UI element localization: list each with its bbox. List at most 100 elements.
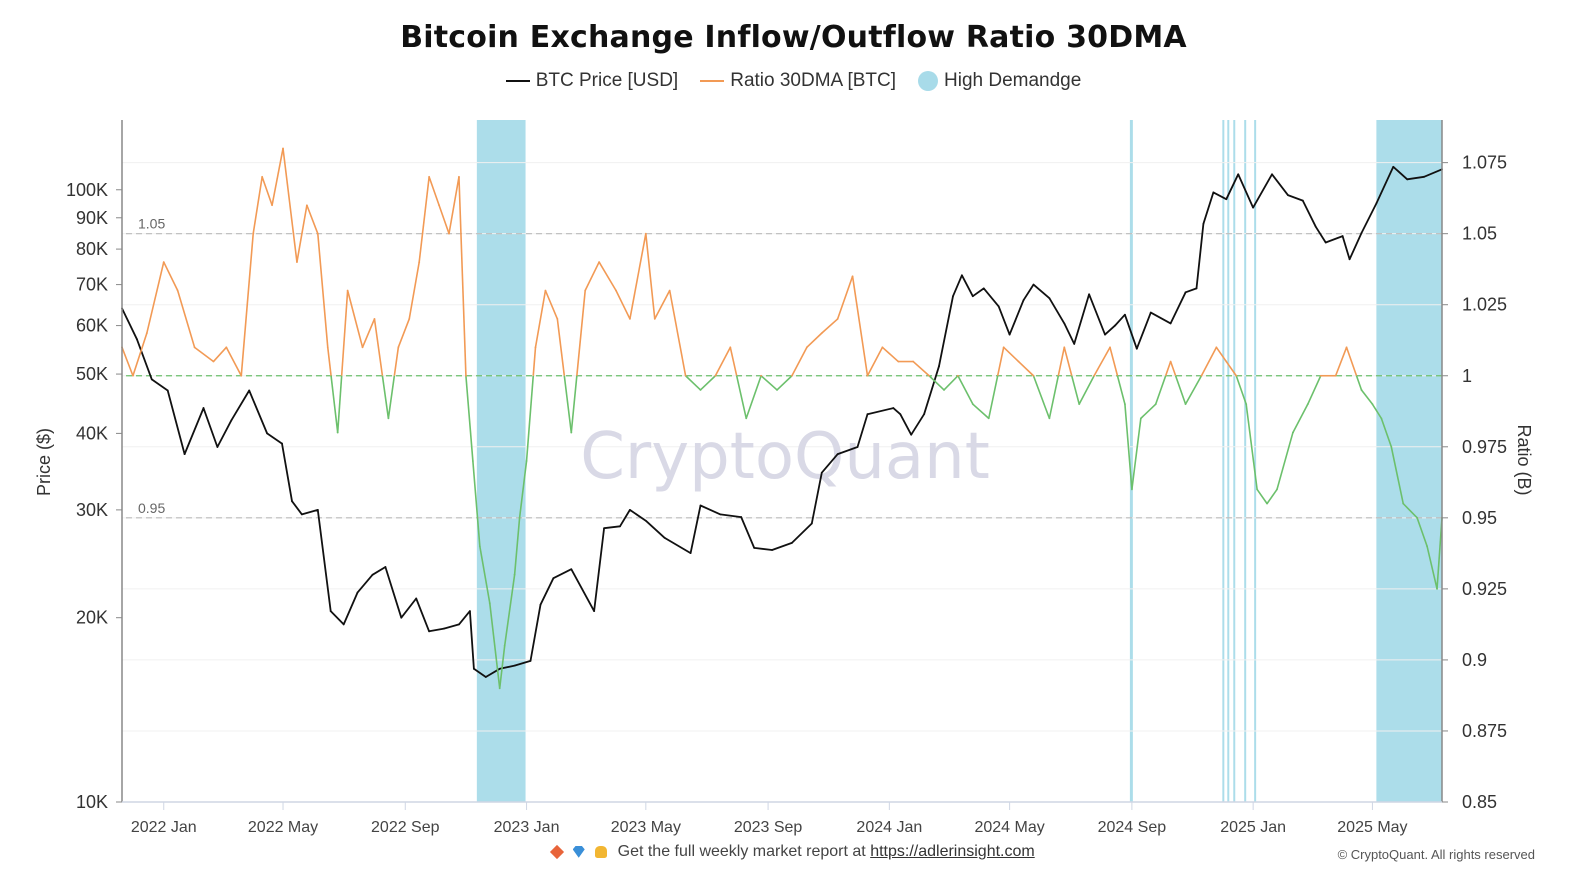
ratio-segment [503,574,516,646]
high-demand-band [1254,120,1257,802]
ratio-segment [1140,403,1157,419]
btc-price-point [183,453,186,456]
ratio-segment [518,460,528,518]
x-tick-label: 2022 Jan [131,819,197,836]
btc-price-point [1348,258,1351,261]
ratio-segment [428,176,440,206]
btc-price-point [529,660,532,662]
ratio-point [805,346,808,349]
ratio-point [791,374,793,377]
ratio-point [212,360,215,363]
btc-price-point [961,274,963,277]
ratio-segment [1345,347,1358,377]
ratio-segment [458,176,467,376]
footer-link[interactable]: https://adlerinsight.com [870,843,1035,860]
btc-price-point [1301,199,1304,202]
ratio-point [162,261,165,263]
btc-price-point [910,433,913,436]
btc-price-point [1104,333,1106,336]
legend-item-ratio[interactable]: Ratio 30DMA [BTC] [700,70,896,92]
reference-line-label: 0.95 [138,500,165,516]
ratio-segment [866,346,884,377]
ratio-segment [306,204,319,234]
ratio-point [1371,403,1374,406]
watermark: CryptoQuant [580,420,990,494]
ratio-point [1048,417,1051,420]
legend-label-btc-price: BTC Price [USD] [535,70,679,91]
y-right-tick-label: 1.075 [1462,153,1507,173]
ratio-segment [615,290,631,320]
ratio-point [684,374,687,377]
ratio-segment [1070,375,1080,405]
btc-price-point [136,338,138,341]
ratio-point [458,175,460,178]
reference-lines: 1.05 0.95 [126,216,1442,519]
y-right-tick-label: 1.025 [1462,295,1507,315]
x-tick-label: 2023 Sep [734,819,803,836]
ratio-segment [1124,404,1133,490]
ratio-segment [525,375,535,462]
ratio-point [525,460,528,462]
x-tick-label: 2022 May [248,819,318,836]
btc-price-point [938,365,940,368]
ratio-point [336,431,339,434]
legend-item-high-demand[interactable]: High Demandge [918,70,1081,92]
ratio-point [1139,417,1142,420]
ratio-segment [668,290,687,376]
btc-price-point [1375,202,1378,205]
ratio-segment [645,233,656,320]
ratio-point [1032,374,1035,377]
ratio-segment [1174,375,1187,405]
btc-price-point [1032,283,1035,286]
ratio-segment [806,332,823,348]
ratio-segment [556,318,566,376]
ratio-point [498,687,501,690]
ratio-segment [132,332,148,376]
btc-price-point [866,413,869,416]
ratio-point [1225,360,1228,363]
ratio-segment [479,546,491,604]
ratio-point [513,573,516,576]
ratio-point [361,346,364,349]
ratio-segment [598,261,617,291]
btc-price-point [1360,232,1363,234]
btc-price-point [342,623,345,626]
ratio-segment [776,375,793,391]
ratio-segment [654,290,671,320]
x-tick-label: 2023 May [611,819,681,836]
btc-price-point [892,407,895,409]
y-left-tick-label: 60K [76,316,108,336]
ratio-segment [1292,403,1309,433]
ratio-point [836,318,839,320]
chart-title: Bitcoin Exchange Inflow/Outflow Ratio 30… [400,20,1187,55]
ratio-point [326,346,329,349]
ratio-segment [576,290,586,376]
ratio-segment [1057,347,1066,376]
ratio-point [503,644,506,647]
ratio-segment [1235,375,1247,405]
ratio-segment [957,375,974,405]
btc-price-point [629,508,631,511]
btc-price-point [810,522,813,525]
btc-price-point [166,389,169,392]
legend-item-btc-price[interactable]: BTC Price [USD] [505,70,679,92]
ratio-point [252,232,255,235]
ratio-point [1078,403,1081,406]
btc-price-point [1135,347,1138,350]
ratio-segment [1032,375,1051,419]
ratio-point [1334,374,1337,377]
btc-price-point [1048,297,1051,300]
legend-swatch-ratio [700,80,725,82]
y-left-tick-label: 20K [76,608,108,628]
high-demand-band [476,120,526,802]
ratio-segment [163,261,179,291]
x-tick-label: 2023 Jan [494,819,560,836]
ratio-point [132,374,134,377]
btc-price-point [836,453,839,456]
btc-price-point [1022,299,1025,302]
btc-price-point [539,603,542,606]
ratio-segment [735,375,747,419]
ratio-point [1390,445,1393,448]
btc-price-point [1271,173,1273,176]
ratio-point [1002,346,1005,349]
